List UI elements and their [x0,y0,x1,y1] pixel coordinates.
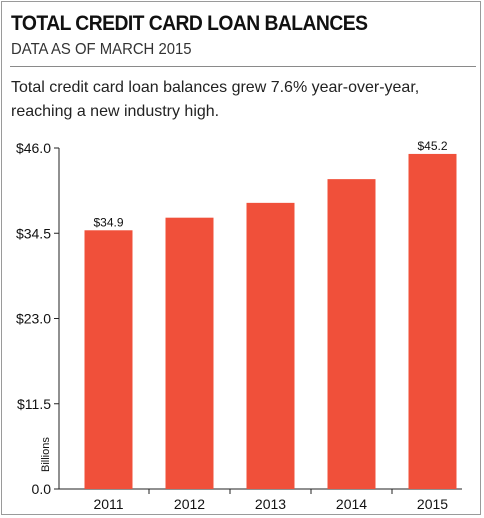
x-tick-label: 2014 [336,496,367,512]
x-tick-label: 2011 [93,496,123,512]
x-tick-label: 2012 [174,496,205,512]
y-tick-label: $11.5 [17,396,51,412]
chart-title: TOTAL CREDIT CARD LOAN BALANCES [11,12,368,35]
divider [10,66,476,67]
bar [84,230,133,489]
data-label: $34.9 [93,215,123,229]
y-tick-label: $34.5 [16,225,51,241]
x-tick-label: 2013 [255,496,286,512]
bar [165,217,214,489]
y-tick-label: 0.0 [32,481,52,497]
y-tick-label: $46.0 [16,140,51,156]
x-tick-label: 2015 [417,496,448,512]
chart-description: Total credit card loan balances grew 7.6… [11,79,420,120]
y-axis-label: Billions [40,437,52,472]
data-label: $45.2 [417,139,447,153]
bar [408,153,457,490]
bar [327,179,376,490]
bar [246,202,295,490]
chart-subtitle: DATA AS OF MARCH 2015 [11,41,192,58]
y-tick-label: $23.0 [16,311,51,327]
